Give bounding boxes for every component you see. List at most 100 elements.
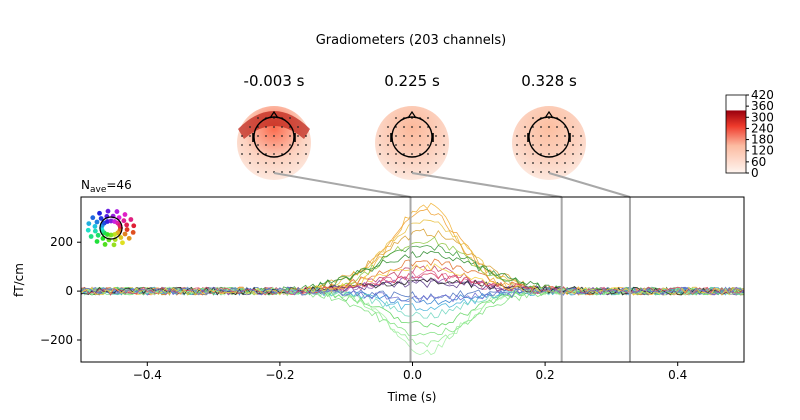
- x-tick-label: −0.2: [265, 368, 294, 382]
- sensor-dot: [532, 117, 534, 119]
- y-tick-label: −200: [40, 333, 73, 347]
- sensor-legend-dot: [92, 224, 98, 229]
- sensor-dot: [387, 162, 389, 164]
- sensor-dot: [548, 135, 550, 137]
- sensor-dot: [427, 117, 429, 119]
- sensor-dot: [411, 153, 413, 155]
- sensor-dot: [257, 162, 259, 164]
- sensor-dot: [435, 153, 437, 155]
- nose: [407, 110, 417, 119]
- sensor-dot: [387, 144, 389, 146]
- sensor-dot: [411, 162, 413, 164]
- sensor-dot: [556, 171, 558, 173]
- sensor-dot: [257, 144, 259, 146]
- sensor-legend-dot: [108, 232, 114, 238]
- sensor-dot: [265, 135, 267, 137]
- topomap-field: [375, 106, 449, 180]
- sensor-dot: [249, 162, 251, 164]
- sensor-dot: [516, 153, 518, 155]
- trace-line: [81, 286, 744, 303]
- sensor-dot: [379, 144, 381, 146]
- sensor-dot: [273, 144, 275, 146]
- trace-line: [81, 228, 744, 296]
- x-tick-label: 0.2: [536, 368, 555, 382]
- sensor-dot: [540, 144, 542, 146]
- sensor-dot: [548, 126, 550, 128]
- sensor-dot: [395, 162, 397, 164]
- sensor-dot: [273, 135, 275, 137]
- sensor-dot: [548, 153, 550, 155]
- sensor-dot: [289, 144, 291, 146]
- sensor-dot: [257, 153, 259, 155]
- sensor-legend-dot: [111, 242, 117, 248]
- sensor-legend-dot: [108, 218, 114, 224]
- sensor-dot: [395, 135, 397, 137]
- sensor-dot: [411, 144, 413, 146]
- sensor-dot: [265, 171, 267, 173]
- sensor-dot: [257, 135, 259, 137]
- sensor-dot: [443, 144, 445, 146]
- sensor-legend-dot: [128, 217, 134, 222]
- sensor-dot: [419, 162, 421, 164]
- colorbar-tick-label: 60: [751, 155, 766, 169]
- sensor-dot: [524, 162, 526, 164]
- sensor-dot: [419, 171, 421, 173]
- colorbar-tick-label: 420: [751, 88, 774, 102]
- sensor-dot: [297, 162, 299, 164]
- sensor-dot: [572, 153, 574, 155]
- sensor-dot: [419, 144, 421, 146]
- sensor-dot: [387, 153, 389, 155]
- x-axis-label: Time (s): [387, 390, 437, 404]
- sensor-legend-dot: [118, 235, 124, 240]
- sensor-legend-dot: [92, 228, 98, 234]
- sensor-legend-dot: [98, 216, 104, 221]
- sensor-dot: [427, 153, 429, 155]
- topomaps: [237, 106, 586, 180]
- trace-line: [81, 219, 744, 296]
- sensor-dot: [524, 135, 526, 137]
- sensor-dot: [516, 144, 518, 146]
- sensor-dot: [564, 135, 566, 137]
- sensor-dot: [435, 144, 437, 146]
- sensor-dot: [427, 162, 429, 164]
- sensor-dot: [265, 162, 267, 164]
- sensor-dot: [532, 135, 534, 137]
- sensor-legend-dot: [85, 227, 91, 233]
- trace-line: [81, 286, 744, 337]
- nave-subscript: ave: [90, 185, 107, 195]
- sensor-dot: [387, 135, 389, 137]
- topomap-hotspot: [238, 111, 310, 139]
- sensor-dot: [411, 126, 413, 128]
- sensor-dot: [540, 171, 542, 173]
- nose: [544, 110, 554, 119]
- sensor-dot: [289, 135, 291, 137]
- sensor-dot: [387, 126, 389, 128]
- trace-line: [81, 286, 744, 348]
- sensor-dot: [564, 171, 566, 173]
- sensor-legend-dot: [120, 240, 125, 246]
- sensor-dot: [403, 144, 405, 146]
- sensor-dot: [427, 144, 429, 146]
- sensor-dot: [273, 126, 275, 128]
- sensor-dot: [572, 144, 574, 146]
- trace-line: [81, 286, 744, 356]
- sensor-legend-dot: [104, 219, 110, 224]
- topomap-label-3: 0.328 s: [521, 72, 577, 90]
- x-tick-label: 0.0: [403, 368, 422, 382]
- sensor-dot: [395, 171, 397, 173]
- sensor-dot: [443, 153, 445, 155]
- connector-line: [548, 172, 631, 198]
- sensor-dot: [548, 162, 550, 164]
- topomap-label-2: 0.225 s: [384, 72, 440, 90]
- sensor-dot: [427, 171, 429, 173]
- sensor-dot: [257, 117, 259, 119]
- topomap-field: [512, 106, 586, 180]
- sensor-legend-dot: [102, 242, 108, 247]
- traces: [81, 202, 744, 356]
- sensor-legend-dot: [94, 239, 100, 244]
- nave-prefix: N: [81, 178, 90, 192]
- sensor-legend-dot: [122, 231, 128, 237]
- x-tick-label: 0.4: [668, 368, 687, 382]
- sensor-dot: [532, 162, 534, 164]
- sensor-dot: [435, 135, 437, 137]
